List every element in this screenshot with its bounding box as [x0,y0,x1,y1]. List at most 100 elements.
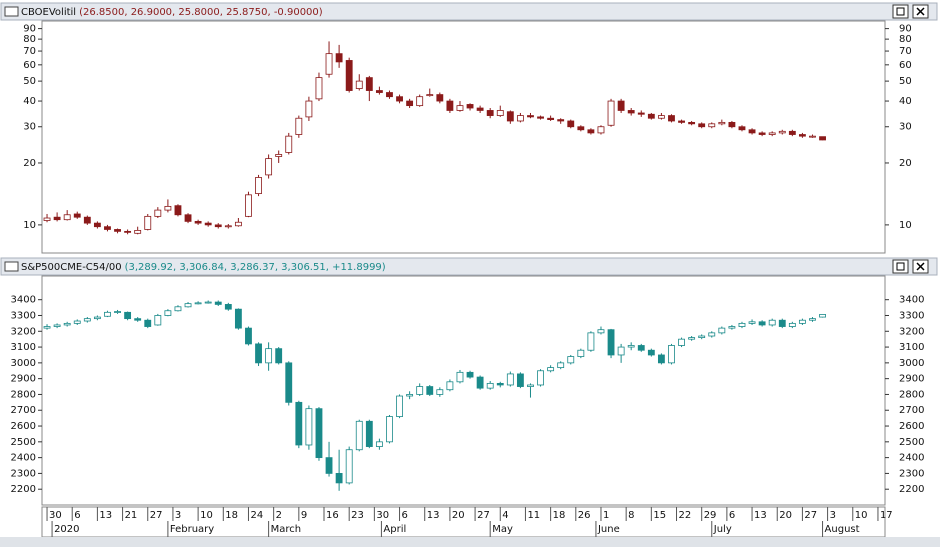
candle-body [466,104,474,109]
candle-body [386,416,393,443]
status-bar [0,537,940,547]
x-tick-label: 27 [804,510,817,521]
candle-body [587,332,595,351]
candle-body [728,121,736,128]
candle-body [567,120,575,128]
candle-body [657,354,665,364]
candle-body [617,100,625,111]
candle-body [194,220,202,224]
candle-body [224,304,232,310]
candle-body [285,135,293,153]
candle-body [184,214,192,222]
candle-body [587,129,595,134]
maximize-button[interactable] [892,259,909,274]
month-label: August [825,524,860,535]
candle-body [285,362,293,403]
candle-body [53,216,61,221]
y-tick-label: 2400 [11,453,36,464]
candle-body [83,318,91,322]
candle-body [527,115,534,118]
candle-body [386,92,393,98]
y-tick-label-right: 3400 [899,295,924,306]
month-label: 2020 [54,524,79,535]
x-tick-label: 18 [553,510,566,521]
x-tick-label: 1 [603,510,609,521]
candle-body [315,408,323,459]
candle-body [668,345,675,364]
x-tick-label: 13 [99,510,112,521]
candle-body [506,111,514,122]
x-tick-label: 13 [754,510,767,521]
y-tick-label: 60 [23,60,36,71]
candle-body [174,205,182,216]
candle-body [607,329,615,356]
candle-body [516,115,524,122]
candle-body [305,100,313,118]
y-tick-label-right: 3100 [899,342,924,353]
candle-body [738,126,746,131]
candle-body [547,367,555,372]
x-tick-label: 30 [49,510,62,521]
candle-body [436,94,444,102]
candle-body [436,389,444,395]
candle-body [63,322,71,326]
x-tick-label: 20 [452,510,465,521]
y-tick-label-right: 2900 [899,374,924,385]
candle-body [234,308,242,329]
y-tick-label: 80 [23,34,36,45]
y-tick-label: 20 [23,158,36,169]
candle-body [295,401,303,446]
candle-body [758,132,766,135]
candle-body [204,222,212,226]
candle-body [527,384,534,387]
candle-body [124,311,132,320]
y-tick-label-right: 2200 [899,484,924,495]
candle-body [255,343,262,364]
candle-body [496,110,504,116]
panel-header [0,2,938,21]
x-tick-label: 13 [427,510,440,521]
y-tick-label: 2800 [11,389,36,400]
candle-body [557,119,565,122]
y-tick-label-right: 90 [899,24,912,35]
x-tick-label: 24 [250,510,263,521]
candle-body [809,318,816,321]
candle-body [718,327,726,334]
y-tick-label-right: 2400 [899,453,924,464]
candle-body [446,100,454,111]
candle-body [647,349,655,356]
x-tick-label: 6 [729,510,735,521]
y-tick-label: 40 [23,96,36,107]
candle-body [778,130,786,134]
candle-body [365,420,373,447]
x-tick-label: 18 [225,510,238,521]
candle-body [104,311,111,317]
y-tick-label-right: 80 [899,34,912,45]
y-tick-label-right: 10 [899,220,912,231]
candle-body [476,376,484,389]
candle-body [617,346,625,356]
panel-values: (26.8500, 26.9000, 25.8000, 25.8750, -0.… [79,7,323,18]
candle-body [637,345,645,351]
candle-body [456,105,464,111]
x-tick-label: 2 [276,510,282,521]
x-tick-label: 9 [301,510,307,521]
y-tick-label: 2600 [11,421,36,432]
candle-body [174,306,182,312]
y-tick-label-right: 30 [899,122,912,133]
candle-body [164,205,172,211]
candle-body [406,394,414,397]
candle-body [325,457,333,474]
maximize-button[interactable] [892,4,909,19]
candle-body [768,132,776,135]
y-tick-label-right: 2600 [899,421,924,432]
y-tick-label-right: 20 [899,158,912,169]
candle-body [537,116,544,119]
candle-body [345,449,353,484]
candle-body [547,117,555,120]
y-tick-label-right: 3300 [899,310,924,321]
candle-body [516,373,524,387]
candle-body [355,420,363,451]
candle-body [486,110,494,116]
